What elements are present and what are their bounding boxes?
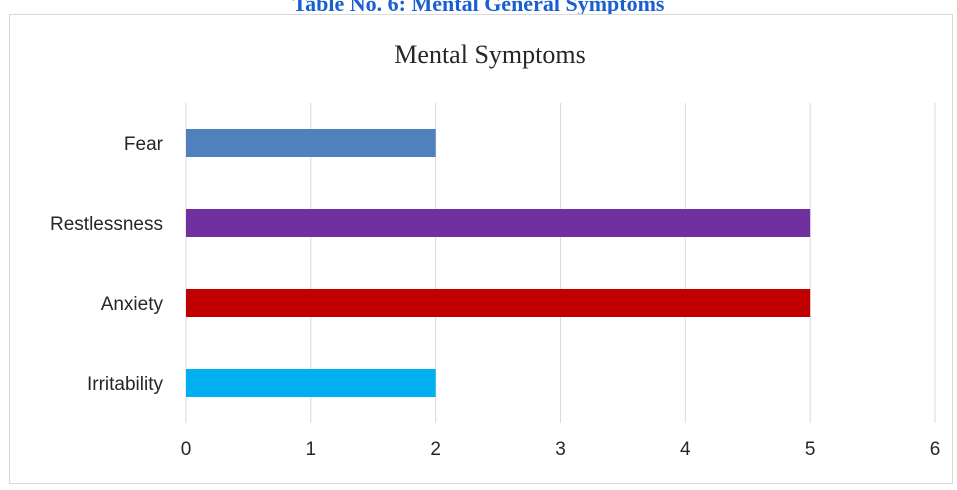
chart-frame: Mental Symptoms Fear Restlessness Anxiety I… — [9, 14, 953, 484]
x-tick-label: 0 — [181, 439, 192, 460]
x-tick-label: 5 — [805, 439, 816, 460]
x-tick-label: 1 — [306, 439, 317, 460]
category-label: Restlessness — [50, 214, 163, 235]
bar-fear — [186, 129, 436, 157]
bar-chart: Mental Symptoms Fear Restlessness Anxiety I… — [50, 40, 941, 460]
x-tick-label: 4 — [680, 439, 691, 460]
category-label: Anxiety — [101, 294, 164, 315]
bar-irritability — [186, 369, 436, 397]
x-tick-labels: 0 1 2 3 4 5 6 — [181, 439, 941, 460]
category-label: Fear — [124, 134, 164, 155]
figure-caption: Table No. 6: Mental General Symptoms — [292, 0, 665, 16]
bar-restlessness — [186, 209, 811, 237]
category-labels: Fear Restlessness Anxiety Irritability — [50, 134, 164, 395]
chart-title: Mental Symptoms — [394, 40, 585, 69]
x-tick-label: 3 — [555, 439, 566, 460]
category-label: Irritability — [87, 374, 164, 395]
x-tick-label: 2 — [430, 439, 441, 460]
x-tick-label: 6 — [930, 439, 941, 460]
bars — [186, 129, 811, 397]
bar-anxiety — [186, 289, 811, 317]
